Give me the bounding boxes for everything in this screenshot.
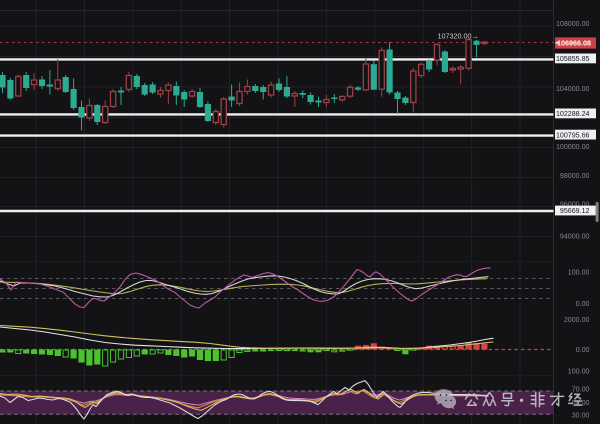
svg-text:50.00: 50.00: [572, 399, 590, 407]
svg-text:106966.08: 106966.08: [557, 39, 591, 48]
svg-text:98000.00: 98000.00: [560, 172, 590, 180]
svg-text:100.00: 100.00: [568, 368, 590, 376]
svg-text:107320.00: 107320.00: [438, 32, 472, 41]
svg-text:95669.12: 95669.12: [560, 207, 590, 215]
svg-text:30.00: 30.00: [572, 412, 590, 420]
svg-text:104000.00: 104000.00: [556, 85, 590, 93]
svg-text:96000.00: 96000.00: [560, 201, 590, 209]
svg-text:102288.24: 102288.24: [556, 110, 590, 118]
svg-text:100000.00: 100000.00: [556, 143, 590, 151]
svg-text:0.00: 0.00: [576, 300, 590, 308]
svg-text:→: →: [472, 32, 479, 41]
svg-text:105855.85: 105855.85: [556, 55, 590, 63]
svg-text:0.00: 0.00: [576, 346, 590, 354]
svg-text:100795.66: 100795.66: [556, 131, 590, 139]
svg-text:94000.00: 94000.00: [560, 233, 590, 241]
svg-text:2000.00: 2000.00: [564, 316, 590, 324]
svg-text:100.00: 100.00: [568, 269, 590, 277]
svg-text:108000.00: 108000.00: [556, 20, 590, 28]
svg-text:70.00: 70.00: [572, 386, 590, 394]
